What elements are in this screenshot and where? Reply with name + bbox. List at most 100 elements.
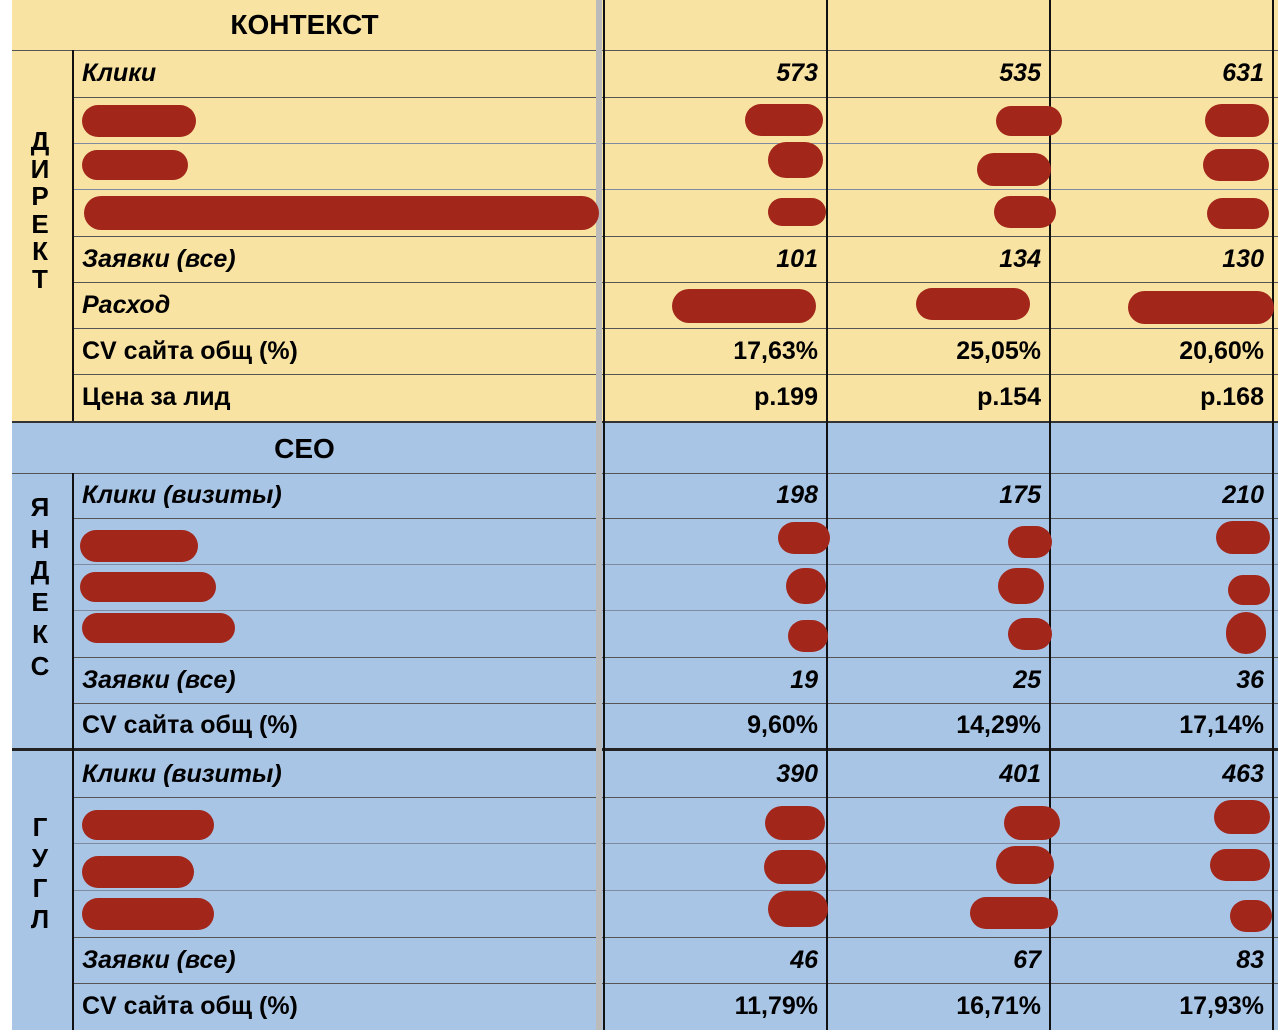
google-label-char: Л bbox=[30, 904, 50, 935]
grid-line bbox=[12, 421, 1278, 423]
direct-label-char: Е bbox=[31, 208, 49, 239]
cell-value[interactable]: 11,79% bbox=[734, 991, 818, 1020]
cell-value[interactable]: 20,60% bbox=[1179, 336, 1264, 365]
grid-line-vertical-thick bbox=[596, 0, 602, 1030]
grid-line bbox=[72, 518, 1278, 519]
grid-line-vertical bbox=[72, 50, 74, 421]
context-title[interactable]: КОНТЕКСТ bbox=[230, 9, 379, 40]
redacted-value bbox=[1228, 575, 1270, 605]
grid-line bbox=[72, 843, 1278, 844]
cell-value[interactable]: р.199 bbox=[754, 383, 818, 411]
redacted-label bbox=[82, 898, 214, 930]
cell-value[interactable]: 9,60% bbox=[747, 711, 818, 739]
google-label-char: Г bbox=[32, 873, 48, 904]
google-label-char: Г bbox=[32, 812, 48, 842]
google-vertical-label: Г У Г Л bbox=[18, 812, 62, 935]
grid-line bbox=[72, 703, 1278, 704]
redacted-value bbox=[996, 846, 1054, 884]
redacted-label bbox=[84, 196, 599, 230]
grid-line bbox=[72, 97, 1278, 98]
cell-value[interactable]: 101 bbox=[776, 244, 818, 273]
yandex-label-char: Я bbox=[30, 492, 50, 522]
cell-value[interactable]: 17,93% bbox=[1179, 991, 1264, 1020]
redacted-value bbox=[778, 522, 830, 554]
row-label-clicks[interactable]: Клики bbox=[82, 59, 157, 87]
redacted-value bbox=[1008, 526, 1052, 558]
grid-line bbox=[72, 983, 1278, 984]
grid-line-vertical bbox=[603, 0, 605, 1030]
yandex-label-char: Н bbox=[30, 523, 50, 554]
cell-value[interactable]: 210 bbox=[1222, 481, 1264, 509]
cell-value[interactable]: 46 bbox=[790, 945, 818, 974]
cell-value[interactable]: р.154 bbox=[977, 383, 1041, 411]
cell-value[interactable]: 573 bbox=[776, 59, 818, 87]
redacted-label bbox=[82, 150, 188, 180]
row-label-requests[interactable]: Заявки (все) bbox=[82, 244, 236, 273]
grid-line-vertical bbox=[1049, 0, 1051, 1030]
seo-title[interactable]: СЕО bbox=[274, 433, 335, 464]
direct-label-char: Д bbox=[30, 126, 50, 156]
redacted-value bbox=[768, 142, 823, 178]
cell-value[interactable]: 390 bbox=[776, 759, 818, 788]
yandex-label-char: Е bbox=[31, 587, 49, 618]
cell-value[interactable]: 463 bbox=[1222, 759, 1264, 788]
cell-value[interactable]: р.168 bbox=[1200, 383, 1264, 411]
direct-label-char: И bbox=[30, 153, 50, 184]
redacted-label bbox=[82, 810, 214, 840]
direct-label-char: Т bbox=[32, 263, 48, 294]
redacted-value bbox=[1210, 849, 1270, 881]
row-label-expense[interactable]: Расход bbox=[82, 290, 171, 319]
grid-line bbox=[72, 657, 1278, 658]
redacted-value bbox=[1216, 521, 1270, 554]
cell-value[interactable]: 631 bbox=[1222, 59, 1264, 87]
redacted-value bbox=[1004, 806, 1060, 840]
cell-value[interactable]: 535 bbox=[999, 59, 1041, 87]
row-label-cv[interactable]: CV сайта общ (%) bbox=[82, 711, 298, 739]
seo-band bbox=[12, 423, 1278, 1030]
cell-value[interactable]: 134 bbox=[999, 244, 1041, 273]
redacted-value bbox=[996, 106, 1062, 136]
google-label-char: У bbox=[31, 842, 49, 873]
cell-value[interactable]: 198 bbox=[776, 481, 818, 509]
redacted-label bbox=[82, 856, 194, 888]
yandex-label-char: К bbox=[32, 618, 48, 649]
redacted-value bbox=[1203, 149, 1269, 181]
cell-value[interactable]: 130 bbox=[1222, 244, 1264, 273]
row-label-requests[interactable]: Заявки (все) bbox=[82, 945, 236, 974]
redacted-value bbox=[1128, 291, 1274, 324]
cell-value[interactable]: 14,29% bbox=[956, 711, 1041, 739]
row-label-clicks-visits[interactable]: Клики (визиты) bbox=[82, 481, 282, 509]
grid-line bbox=[12, 473, 1278, 474]
cell-value[interactable]: 25,05% bbox=[956, 336, 1041, 365]
cell-value[interactable]: 401 bbox=[999, 759, 1041, 788]
redacted-value bbox=[1226, 612, 1266, 654]
yandex-label-char: Д bbox=[30, 555, 50, 586]
redacted-value bbox=[786, 568, 826, 604]
cell-value[interactable]: 17,14% bbox=[1179, 711, 1264, 739]
row-label-cv[interactable]: CV сайта общ (%) bbox=[82, 991, 298, 1020]
row-label-requests[interactable]: Заявки (все) bbox=[82, 665, 236, 694]
grid-line bbox=[72, 564, 1278, 565]
direct-label-char: Р bbox=[31, 181, 49, 212]
row-label-lead-price[interactable]: Цена за лид bbox=[82, 383, 231, 411]
cell-value[interactable]: 16,71% bbox=[956, 991, 1041, 1020]
cell-value[interactable]: 17,63% bbox=[733, 336, 818, 365]
cell-value[interactable]: 83 bbox=[1236, 945, 1264, 974]
cell-value[interactable]: 36 bbox=[1236, 665, 1264, 694]
grid-line bbox=[72, 236, 1278, 237]
redacted-label bbox=[82, 105, 196, 137]
row-label-clicks-visits[interactable]: Клики (визиты) bbox=[82, 759, 282, 788]
cell-value[interactable]: 67 bbox=[1013, 945, 1041, 974]
grid-line bbox=[72, 328, 1278, 329]
redacted-value bbox=[765, 806, 825, 840]
cell-value[interactable]: 25 bbox=[1013, 665, 1041, 694]
cell-value[interactable]: 19 bbox=[790, 665, 818, 694]
redacted-value bbox=[768, 891, 828, 927]
row-label-cv[interactable]: CV сайта общ (%) bbox=[82, 336, 298, 365]
grid-line bbox=[72, 610, 1278, 611]
grid-line bbox=[72, 797, 1278, 798]
redacted-value bbox=[745, 104, 823, 136]
direct-vertical-label: Д И Р Е К Т bbox=[18, 126, 62, 294]
cell-value[interactable]: 175 bbox=[999, 481, 1041, 509]
